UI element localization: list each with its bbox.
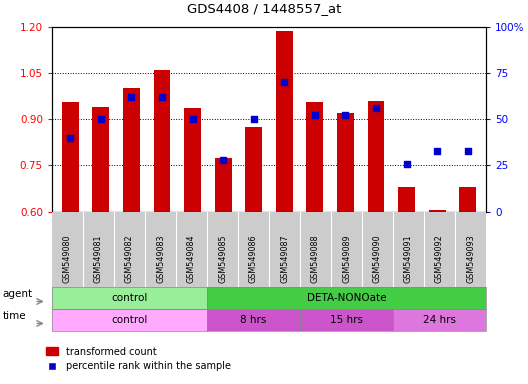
Point [402, 161, 411, 167]
Bar [184, 108, 201, 212]
Text: GSM549086: GSM549086 [249, 234, 258, 283]
Bar [246, 127, 262, 212]
Text: 24 hrs: 24 hrs [423, 314, 456, 324]
Text: GSM549089: GSM549089 [342, 234, 351, 283]
Text: time: time [3, 311, 26, 321]
Bar [367, 101, 384, 212]
Bar [123, 88, 140, 212]
Point [97, 116, 105, 122]
Point [464, 147, 472, 154]
Text: GSM549087: GSM549087 [280, 234, 289, 283]
Point [219, 157, 228, 163]
Bar [337, 113, 354, 212]
Point [127, 94, 136, 100]
Text: GSM549083: GSM549083 [156, 234, 165, 283]
Text: GSM549082: GSM549082 [125, 234, 134, 283]
Point [372, 105, 380, 111]
Text: GSM549081: GSM549081 [94, 234, 103, 283]
Text: 8 hrs: 8 hrs [240, 314, 267, 324]
Text: GDS4408 / 1448557_at: GDS4408 / 1448557_at [187, 2, 341, 15]
Text: GSM549085: GSM549085 [218, 234, 227, 283]
Text: DETA-NONOate: DETA-NONOate [307, 293, 386, 303]
Text: GSM549084: GSM549084 [187, 234, 196, 283]
Bar [429, 210, 446, 212]
Text: GSM549091: GSM549091 [404, 234, 413, 283]
Text: GSM549092: GSM549092 [435, 234, 444, 283]
Point [310, 113, 319, 119]
Bar [398, 187, 415, 212]
Text: 15 hrs: 15 hrs [330, 314, 363, 324]
Point [66, 134, 74, 141]
Bar [92, 107, 109, 212]
Text: GSM549093: GSM549093 [466, 234, 475, 283]
Text: agent: agent [3, 289, 33, 299]
Legend: transformed count, percentile rank within the sample: transformed count, percentile rank withi… [46, 347, 231, 371]
Bar [306, 102, 323, 212]
Text: control: control [111, 293, 148, 303]
Text: control: control [111, 314, 148, 324]
Text: GSM549088: GSM549088 [311, 234, 320, 283]
Bar [459, 187, 476, 212]
Bar [62, 102, 79, 212]
Point [341, 113, 350, 119]
Bar [215, 158, 232, 212]
Point [280, 79, 288, 85]
Point [250, 116, 258, 122]
Bar [154, 70, 171, 212]
Point [433, 147, 441, 154]
Point [188, 116, 197, 122]
Bar [276, 31, 293, 212]
Point [158, 94, 166, 100]
Text: GSM549080: GSM549080 [63, 234, 72, 283]
Text: GSM549090: GSM549090 [373, 234, 382, 283]
